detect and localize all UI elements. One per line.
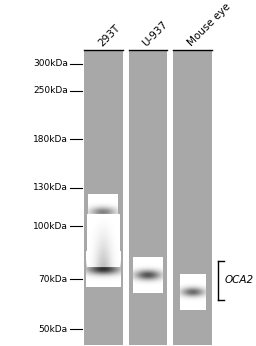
Text: U-937: U-937 [141,19,170,48]
Text: 100kDa: 100kDa [33,222,68,231]
Text: 50kDa: 50kDa [39,325,68,334]
FancyBboxPatch shape [173,50,212,345]
Text: 70kDa: 70kDa [39,275,68,284]
Text: 293T: 293T [96,23,122,48]
FancyBboxPatch shape [84,50,123,345]
Text: 250kDa: 250kDa [33,86,68,95]
FancyBboxPatch shape [129,50,167,345]
Text: 300kDa: 300kDa [33,59,68,68]
Text: Mouse eye: Mouse eye [186,2,232,48]
Text: OCA2: OCA2 [225,275,254,285]
Text: 130kDa: 130kDa [33,183,68,192]
Text: 180kDa: 180kDa [33,135,68,144]
